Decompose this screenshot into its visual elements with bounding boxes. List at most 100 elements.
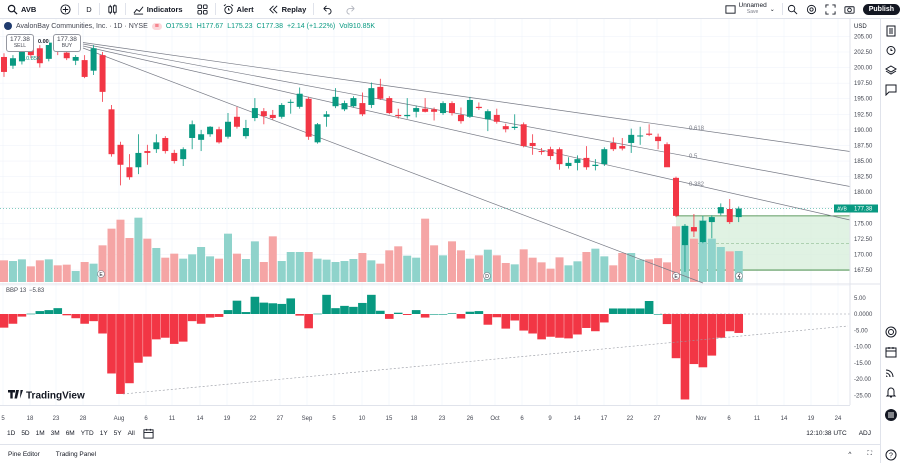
buy-button[interactable]: 177.38 BUY [53, 34, 81, 52]
bbp-bar [214, 314, 224, 317]
alarm-clock-icon[interactable] [885, 44, 897, 56]
sell-price: 177.38 [10, 36, 30, 43]
volume-bar [286, 252, 295, 282]
redo-button[interactable] [339, 0, 364, 19]
snapshot-button[interactable] [840, 0, 859, 19]
date-tick-label: 14 [781, 416, 788, 422]
undo-button[interactable] [314, 0, 339, 19]
bbp-bar [420, 314, 430, 318]
bbp-bar [8, 314, 18, 324]
range-1m[interactable]: 1M [35, 429, 45, 437]
buy-label: BUY [61, 43, 73, 49]
templates-button[interactable] [190, 0, 215, 19]
date-tick-label: Oct [490, 416, 500, 422]
candle-body [422, 108, 429, 112]
volume-bar [215, 258, 224, 282]
target-icon[interactable] [885, 326, 897, 338]
candle-body [323, 114, 330, 117]
svg-text:TradingView: TradingView [26, 391, 85, 402]
bbp-axis[interactable]: 5.00 0.0000 -5.00 -10.00 -15.00 -20.00 -25.00 [854, 296, 873, 400]
alert-button[interactable]: Alert [216, 0, 261, 19]
price-axis[interactable]: 205.00 202.50 200.00 197.50 195.00 192.50 190.… [854, 34, 873, 274]
bbp-trend-line[interactable] [122, 325, 849, 395]
symbol-search[interactable]: AVB [0, 0, 43, 19]
candle-body [717, 207, 724, 214]
range-1y[interactable]: 1Y [99, 429, 108, 437]
fib-fan-lines[interactable]: 0.618 0.5 0.382 [82, 42, 851, 284]
volume-bar [53, 265, 62, 282]
signal-icon[interactable] [885, 366, 897, 378]
range-6m[interactable]: 6M [65, 429, 75, 437]
bell-icon[interactable] [885, 386, 897, 398]
range-5y[interactable]: 5Y [113, 429, 122, 437]
volume-bar [689, 238, 698, 282]
symbol-label: AVB [21, 4, 37, 14]
price-chart[interactable]: 0.618 0.5 0.382 E D E BBP 13 −5.83 Tradi… [0, 19, 880, 405]
replay-button[interactable]: Replay [261, 0, 314, 19]
range-ytd[interactable]: YTD [80, 429, 94, 437]
maximize-panel-icon[interactable]: ⛶ [867, 450, 872, 457]
fan-line-0618[interactable] [82, 42, 851, 152]
bbp-bar [152, 314, 161, 340]
earnings-marker[interactable]: E [97, 270, 105, 279]
sell-button[interactable]: 177.38 SELL [6, 34, 34, 52]
date-tick-label: 26 [467, 416, 474, 422]
interval-button[interactable]: D [79, 0, 98, 19]
tab-trading-panel[interactable]: Trading Panel [55, 450, 97, 458]
dividend-marker[interactable]: D [483, 272, 491, 281]
publish-button[interactable]: Publish [862, 3, 900, 15]
chat-icon[interactable] [885, 84, 897, 96]
fullscreen-button[interactable] [821, 0, 840, 19]
candle-body [36, 48, 43, 64]
price-tick-label: 202.50 [854, 50, 873, 56]
bbp-bar [608, 308, 618, 314]
range-1d[interactable]: 1D [7, 429, 16, 437]
bbp-bar [680, 314, 690, 400]
date-tick-label: 18 [27, 416, 34, 422]
bbp-bar [241, 312, 251, 314]
compare-button[interactable] [53, 0, 78, 19]
layout-button[interactable]: Unnamed Save ⌄ [718, 0, 782, 19]
candle [610, 137, 617, 152]
candle [332, 88, 339, 109]
bbp-bar [483, 314, 493, 325]
volume-bar [98, 245, 107, 282]
earnings-marker[interactable]: E [672, 272, 680, 281]
bbp-bar [626, 308, 636, 314]
volume-bar [707, 238, 716, 282]
clock-readout[interactable]: 12:10:38 UTC [806, 429, 847, 437]
legend-toggle-icon[interactable]: ≡ [151, 22, 162, 30]
bbp-bar [134, 314, 143, 363]
collapse-panel-icon[interactable]: ^ [848, 450, 852, 458]
apps-grid-icon[interactable] [885, 409, 897, 421]
candle-body [457, 114, 464, 122]
fan-line-0382[interactable] [82, 45, 851, 221]
price-tick-label: 180.00 [854, 190, 873, 196]
quick-search-button[interactable] [783, 0, 802, 19]
candle-body [233, 116, 240, 127]
indicators-button[interactable]: Indicators [126, 0, 190, 19]
layers-icon[interactable] [885, 64, 897, 76]
fan-line-0[interactable] [82, 47, 704, 284]
adj-toggle[interactable]: ADJ [858, 429, 871, 437]
chart-type-button[interactable] [100, 0, 125, 19]
range-5d[interactable]: 5D [21, 429, 30, 437]
tab-pine-editor[interactable]: Pine Editor [8, 450, 40, 458]
fan-line-05[interactable] [82, 43, 851, 187]
candle [511, 114, 518, 130]
price-tick-label: 187.50 [854, 143, 873, 149]
range-all[interactable]: All [127, 429, 135, 437]
settings-button[interactable] [802, 0, 821, 19]
calendar-range-icon[interactable] [143, 428, 154, 439]
watchlist-icon[interactable] [885, 25, 897, 37]
calendar-icon[interactable] [885, 346, 897, 358]
range-3m[interactable]: 3M [50, 429, 60, 437]
volume-bar [134, 217, 143, 282]
candle [305, 96, 312, 140]
date-axis[interactable]: 5 18 23 28 Aug 6 11 14 19 22 27 Sep 5 10 15 18 23 26 Oct 6 9… [0, 405, 850, 425]
lightning-icon[interactable] [735, 272, 743, 280]
candle-body [359, 103, 366, 115]
currency-selector[interactable]: USD [854, 24, 867, 30]
symbol-title[interactable]: AvalonBay Communities, Inc. · 1D · NYSE [16, 22, 148, 30]
help-icon[interactable]: ? [885, 449, 897, 461]
